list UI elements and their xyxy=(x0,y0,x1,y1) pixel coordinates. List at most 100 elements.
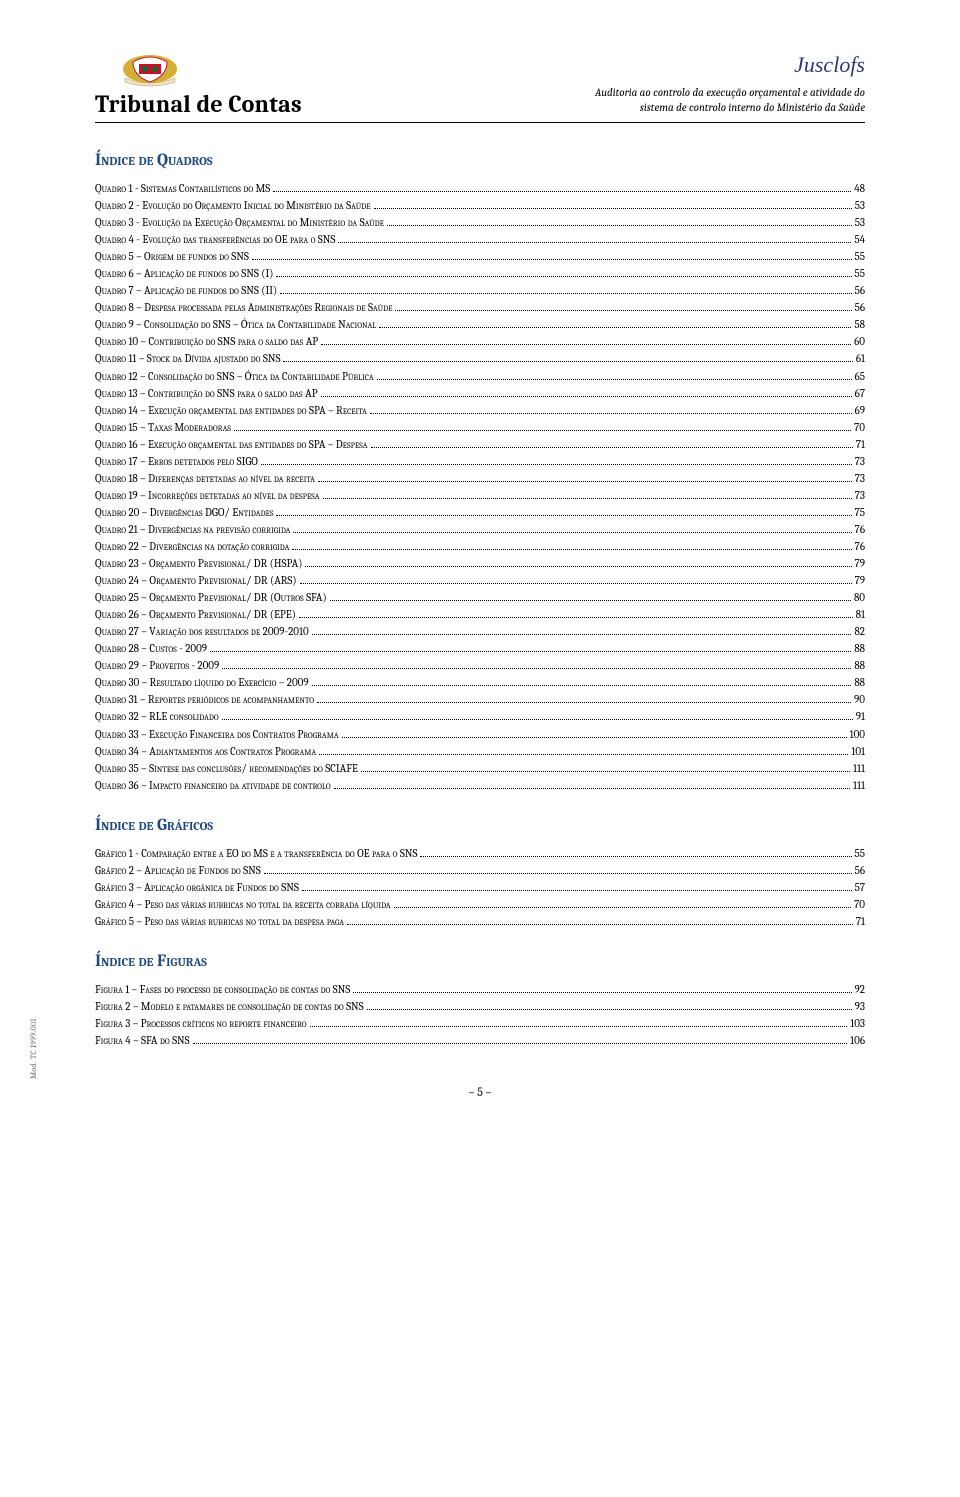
toc-leader-dots xyxy=(321,396,852,397)
toc-page-number: 79 xyxy=(855,572,865,589)
toc-page-number: 69 xyxy=(855,402,865,419)
toc-leader-dots xyxy=(305,566,851,567)
toc-label: Quadro 18 – Diferenças detetadas ao níve… xyxy=(95,470,315,487)
toc-row: Gráfico 1 - Comparação entre a EO do MS … xyxy=(95,845,865,862)
toc-label: Quadro 19 – Incorreções detetadas ao nív… xyxy=(95,487,320,504)
toc-page-number: 81 xyxy=(856,606,865,623)
toc-row: Quadro 6 – Aplicação de fundos do SNS (I… xyxy=(95,265,865,282)
toc-row: Quadro 8 – Despesa processada pelas Admi… xyxy=(95,299,865,316)
toc-label: Quadro 23 – Orçamento Previsional/ DR (H… xyxy=(95,555,302,572)
toc-page-number: 100 xyxy=(850,726,865,743)
toc-row: Quadro 10 – Contribuição do SNS para o s… xyxy=(95,333,865,350)
toc-label: Quadro 7 – Aplicação de fundos do SNS (I… xyxy=(95,282,277,299)
toc-row: Quadro 12 – Consolidação do SNS – Ótica … xyxy=(95,368,865,385)
toc-page-number: 106 xyxy=(850,1032,865,1049)
toc-figuras: Figura 1 – Fases do processo de consolid… xyxy=(95,981,865,1049)
toc-label: Quadro 12 – Consolidação do SNS – Ótica … xyxy=(95,368,374,385)
toc-row: Quadro 24 – Orçamento Previsional/ DR (A… xyxy=(95,572,865,589)
toc-label: Quadro 36 – Impacto financeiro da ativid… xyxy=(95,777,331,794)
form-code: Mod. TC 1999.001 xyxy=(29,1019,38,1080)
toc-row: Quadro 16 – Execução orçamental das enti… xyxy=(95,436,865,453)
toc-label: Quadro 1 - Sistemas Contabilísticos do M… xyxy=(95,180,270,197)
toc-label: Quadro 3 - Evolução da Execução Orçament… xyxy=(95,214,384,231)
toc-leader-dots xyxy=(338,242,851,243)
toc-row: Figura 1 – Fases do processo de consolid… xyxy=(95,981,865,998)
toc-leader-dots xyxy=(371,447,853,448)
page-header: Tribunal de Contas Jusclofs Auditoria ao… xyxy=(95,50,865,118)
toc-leader-dots xyxy=(310,1026,848,1027)
toc-leader-dots xyxy=(252,259,852,260)
toc-page-number: 91 xyxy=(856,708,865,725)
toc-leader-dots xyxy=(234,430,851,431)
signature-scribble: Jusclofs xyxy=(595,50,865,80)
toc-page-number: 93 xyxy=(855,998,865,1015)
toc-leader-dots xyxy=(395,310,851,311)
toc-page-number: 111 xyxy=(853,777,865,794)
toc-row: Quadro 20 – Divergências DGO/ Entidades7… xyxy=(95,504,865,521)
toc-label: Quadro 9 – Consolidação do SNS – Ótica d… xyxy=(95,316,376,333)
toc-label: Quadro 16 – Execução orçamental das enti… xyxy=(95,436,368,453)
subtitle-line-1: Auditoria ao controlo da execução orçame… xyxy=(595,86,865,101)
toc-quadros: Quadro 1 - Sistemas Contabilísticos do M… xyxy=(95,180,865,794)
page-number: – 5 – xyxy=(95,1085,865,1099)
toc-leader-dots xyxy=(370,413,852,414)
toc-label: Quadro 17 – Erros detetados pelo SIGO xyxy=(95,453,258,470)
toc-leader-dots xyxy=(323,498,852,499)
toc-row: Quadro 22 – Divergências na dotação corr… xyxy=(95,538,865,555)
toc-label: Quadro 21 – Divergências na previsão cor… xyxy=(95,521,290,538)
toc-label: Quadro 8 – Despesa processada pelas Admi… xyxy=(95,299,392,316)
toc-leader-dots xyxy=(374,208,852,209)
toc-leader-dots xyxy=(353,992,851,993)
toc-label: Figura 3 – Processos críticos no reporte… xyxy=(95,1015,307,1032)
toc-leader-dots xyxy=(299,617,853,618)
toc-page-number: 54 xyxy=(854,231,865,248)
toc-row: Quadro 27 – Variação dos resultados de 2… xyxy=(95,623,865,640)
toc-leader-dots xyxy=(312,685,852,686)
toc-row: Gráfico 3 – Aplicação orgânica de Fundos… xyxy=(95,879,865,896)
toc-label: Quadro 13 – Contribuição do SNS para o s… xyxy=(95,385,318,402)
toc-label: Quadro 4 - Evolução das transferências d… xyxy=(95,231,335,248)
toc-label: Quadro 31 – Reportes periódicos de acomp… xyxy=(95,691,314,708)
toc-label: Quadro 29 – Proveitos - 2009 xyxy=(95,657,219,674)
toc-label: Quadro 27 – Variação dos resultados de 2… xyxy=(95,623,309,640)
toc-page-number: 61 xyxy=(856,350,865,367)
toc-row: Quadro 30 – Resultado líquido do Exercíc… xyxy=(95,674,865,691)
toc-page-number: 90 xyxy=(854,691,865,708)
toc-leader-dots xyxy=(377,379,852,380)
toc-row: Quadro 32 – RLE consolidado91 xyxy=(95,708,865,725)
toc-leader-dots xyxy=(222,719,853,720)
toc-page-number: 60 xyxy=(854,333,865,350)
toc-graficos: Gráfico 1 - Comparação entre a EO do MS … xyxy=(95,845,865,930)
org-block: Tribunal de Contas xyxy=(95,50,302,118)
toc-leader-dots xyxy=(317,702,851,703)
toc-row: Gráfico 4 – Peso das várias rubricas no … xyxy=(95,896,865,913)
toc-leader-dots xyxy=(330,600,851,601)
toc-page-number: 58 xyxy=(854,316,865,333)
toc-page-number: 101 xyxy=(851,743,865,760)
toc-page-number: 53 xyxy=(855,197,865,214)
toc-page-number: 71 xyxy=(856,436,865,453)
toc-leader-dots xyxy=(280,293,851,294)
toc-leader-dots xyxy=(222,668,851,669)
toc-row: Quadro 35 – Síntese das conclusões/ reco… xyxy=(95,760,865,777)
toc-page-number: 70 xyxy=(854,419,865,436)
toc-leader-dots xyxy=(367,1009,852,1010)
toc-page-number: 56 xyxy=(855,299,865,316)
toc-row: Quadro 21 – Divergências na previsão cor… xyxy=(95,521,865,538)
toc-row: Figura 4 – SFA do SNS106 xyxy=(95,1032,865,1049)
toc-leader-dots xyxy=(361,771,850,772)
toc-leader-dots xyxy=(319,754,848,755)
toc-page-number: 73 xyxy=(855,487,865,504)
toc-leader-dots xyxy=(193,1043,847,1044)
toc-page-number: 55 xyxy=(855,265,865,282)
toc-leader-dots xyxy=(342,737,847,738)
toc-row: Figura 2 – Modelo e patamares de consoli… xyxy=(95,998,865,1015)
toc-page-number: 67 xyxy=(855,385,865,402)
toc-page-number: 75 xyxy=(855,504,865,521)
toc-page-number: 71 xyxy=(856,913,865,930)
toc-row: Quadro 13 – Contribuição do SNS para o s… xyxy=(95,385,865,402)
toc-page-number: 79 xyxy=(855,555,865,572)
toc-label: Quadro 24 – Orçamento Previsional/ DR (A… xyxy=(95,572,297,589)
toc-row: Quadro 31 – Reportes periódicos de acomp… xyxy=(95,691,865,708)
toc-row: Quadro 34 – Adiantamentos aos Contratos … xyxy=(95,743,865,760)
